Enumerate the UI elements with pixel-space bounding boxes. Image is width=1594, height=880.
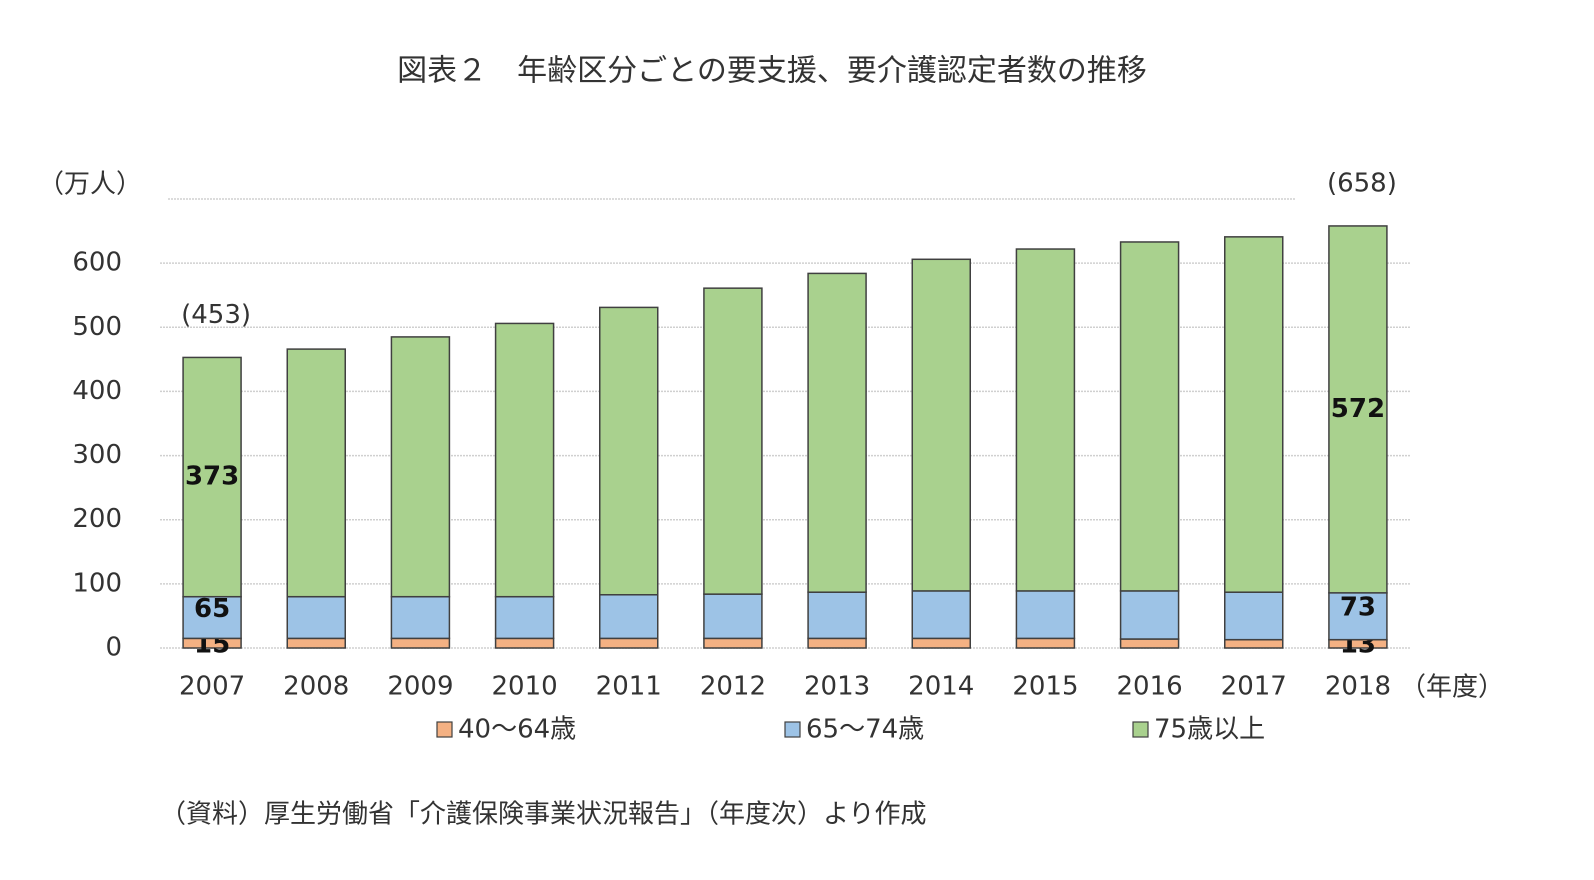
bar-segment xyxy=(703,593,763,640)
legend-label: 65～74歳 xyxy=(806,715,924,745)
x-tick-label: 2014 xyxy=(908,672,974,702)
bar-segment xyxy=(390,336,451,598)
bar-segment xyxy=(494,637,555,649)
bar-segment xyxy=(390,595,451,640)
bar-segment xyxy=(1119,241,1180,592)
bar-segment xyxy=(286,637,346,649)
legend-swatch xyxy=(1132,721,1149,738)
bar-segment xyxy=(1015,637,1076,649)
value-label: 65 xyxy=(194,594,230,624)
bar-segment xyxy=(599,594,659,640)
total-annotation: (453) xyxy=(181,300,251,330)
bar-segment xyxy=(390,637,451,649)
bar-segment xyxy=(703,287,763,595)
legend-swatch xyxy=(784,721,801,738)
y-tick-label: 600 xyxy=(72,248,122,278)
bar-segment xyxy=(599,306,659,596)
bar-segment xyxy=(1224,638,1284,649)
chart-title: 図表２ 年齢区分ごとの要支援、要介護認定者数の推移 xyxy=(397,54,1147,89)
bar-segment xyxy=(599,637,659,649)
value-label: 73 xyxy=(1340,593,1376,623)
value-label: 572 xyxy=(1331,394,1385,424)
bar-segment xyxy=(911,637,971,649)
y-tick-label: 100 xyxy=(72,568,122,598)
x-tick-label: 2008 xyxy=(283,672,349,702)
x-tick-label: 2012 xyxy=(700,672,766,702)
y-tick-label: 0 xyxy=(105,633,122,663)
x-tick-label: 2018 xyxy=(1325,672,1391,702)
x-tick-label: 2016 xyxy=(1116,672,1182,702)
legend-swatch xyxy=(436,721,453,738)
bar-segment xyxy=(703,637,763,649)
x-tick-label: 2010 xyxy=(491,672,557,702)
bar-segment xyxy=(494,595,555,640)
bar-segment xyxy=(1015,590,1076,640)
bar-segment xyxy=(911,258,971,592)
y-tick-label: 200 xyxy=(72,504,122,534)
x-tick-label: 2015 xyxy=(1012,672,1078,702)
x-tick-label: 2017 xyxy=(1221,672,1287,702)
total-annotation: (658) xyxy=(1327,168,1397,198)
bar-segment xyxy=(286,595,346,640)
bar-segment xyxy=(494,322,555,598)
x-tick-label: 2013 xyxy=(804,672,870,702)
x-tick-label: 2011 xyxy=(596,672,662,702)
legend-label: 40～64歳 xyxy=(458,715,576,745)
bar-segment xyxy=(807,272,867,593)
y-axis-label: （万人） xyxy=(38,170,142,200)
bar-segment xyxy=(182,356,242,598)
bar-segment xyxy=(286,348,346,598)
y-tick-label: 300 xyxy=(72,440,122,470)
bar-segment xyxy=(1328,225,1388,594)
bar-segment xyxy=(182,595,242,640)
bar-segment xyxy=(1224,591,1284,641)
bar-segment xyxy=(807,637,867,649)
x-tick-label: 2007 xyxy=(179,672,245,702)
source-note: （資料）厚生労働省「介護保険事業状況報告」（年度次）より作成 xyxy=(160,800,926,830)
bar-segment xyxy=(911,590,971,640)
bar-segment xyxy=(807,591,867,640)
x-axis-label: （年度） xyxy=(1400,673,1504,703)
bar-segment xyxy=(1224,236,1284,593)
bar-segment xyxy=(1119,638,1180,649)
x-tick-label: 2009 xyxy=(387,672,453,702)
y-tick-label: 500 xyxy=(72,312,122,342)
value-label: 373 xyxy=(185,462,239,492)
legend-label: 75歳以上 xyxy=(1154,715,1265,745)
bar-segment xyxy=(1015,248,1076,592)
y-tick-label: 400 xyxy=(72,376,122,406)
bar-segment xyxy=(1119,590,1180,640)
